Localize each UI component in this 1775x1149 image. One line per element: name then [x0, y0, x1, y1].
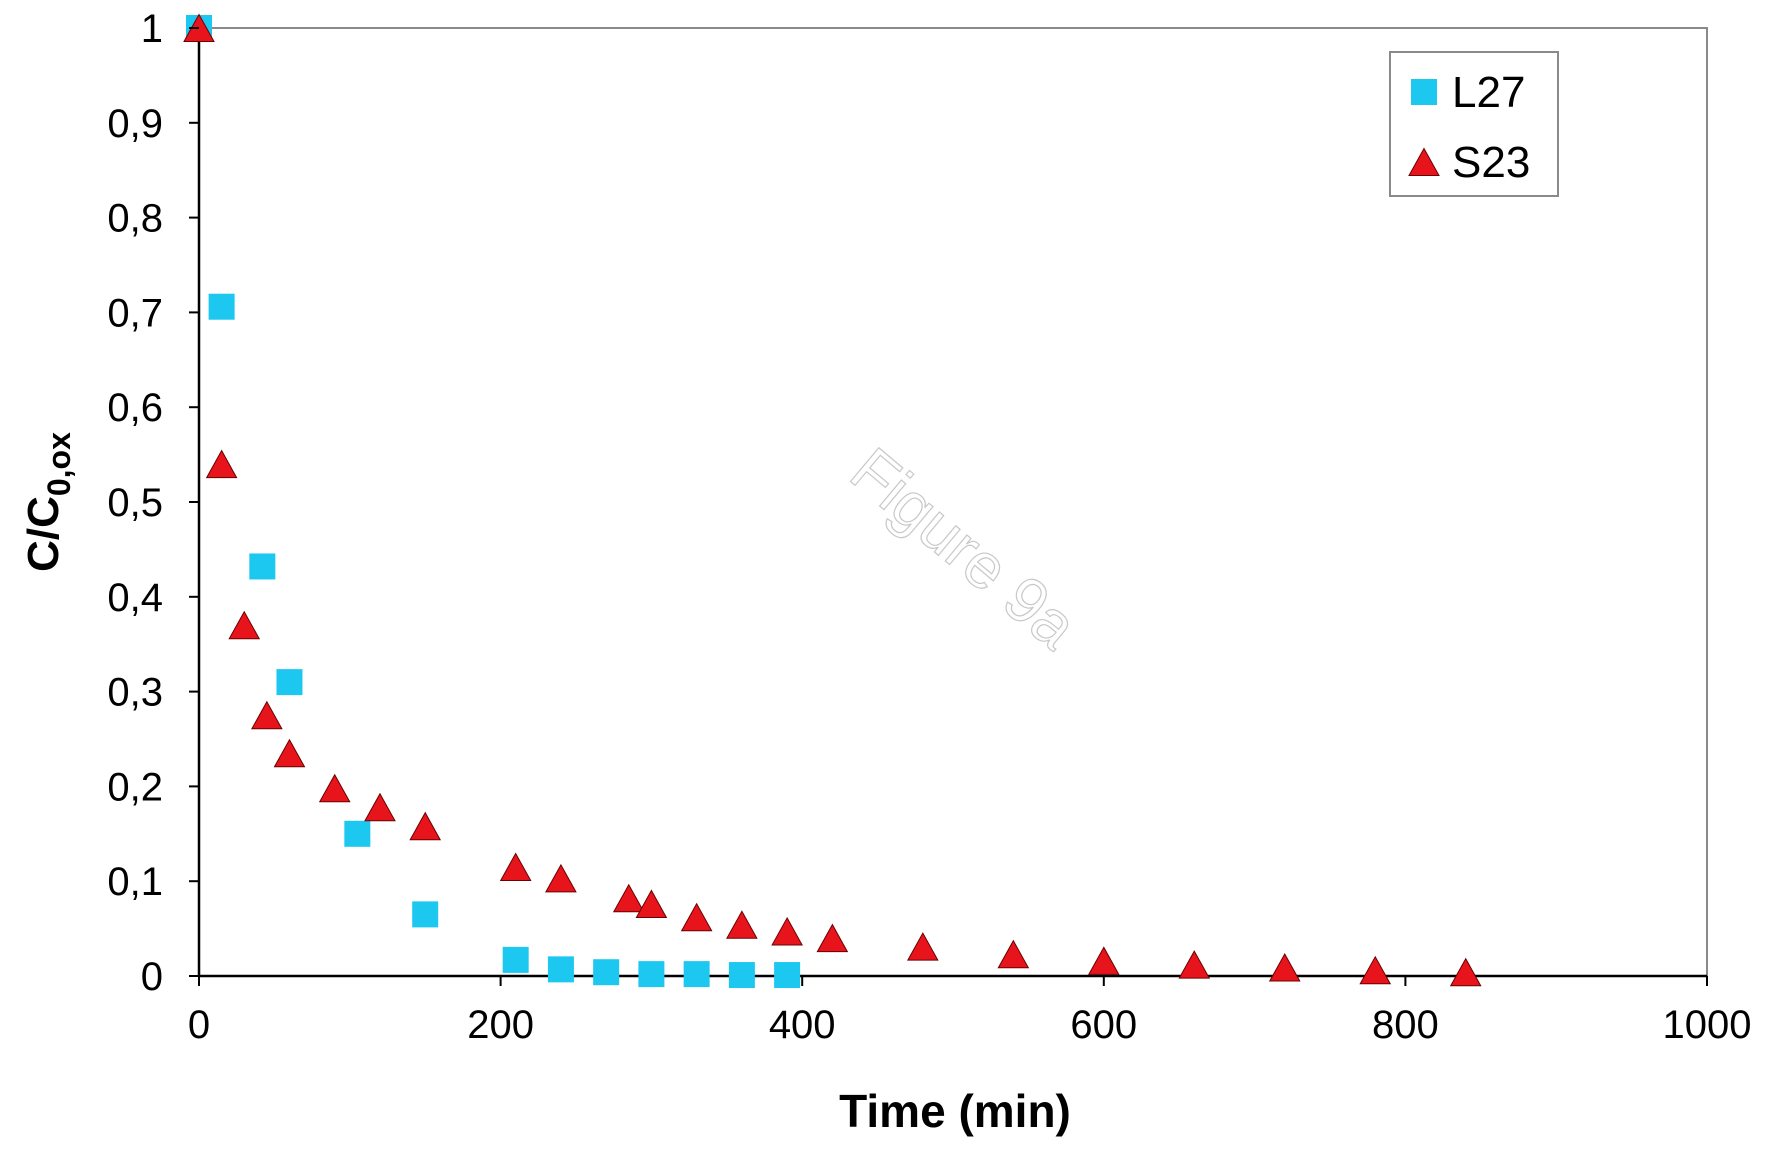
data-point [545, 863, 577, 893]
data-point [1449, 957, 1482, 987]
data-point [1268, 952, 1301, 982]
y-tick-label: 0,5 [107, 481, 163, 525]
data-point [771, 916, 803, 946]
data-point [364, 792, 396, 822]
data-point [997, 939, 1030, 969]
y-tick-label: 1 [141, 7, 163, 51]
data-point [228, 610, 261, 640]
data-point [412, 901, 439, 928]
watermark: Figure 9a [837, 434, 1091, 663]
x-tick-label: 1000 [1663, 1003, 1752, 1047]
data-point [638, 961, 665, 988]
legend-item-l27: L27 [1411, 68, 1525, 117]
data-point [409, 811, 442, 841]
y-tick-label: 0,8 [107, 197, 163, 241]
legend-marker [1408, 147, 1440, 176]
data-point [1087, 946, 1120, 975]
legend-label: S23 [1452, 138, 1530, 187]
data-point [1359, 955, 1392, 985]
x-axis-label: Time (min) [839, 1085, 1071, 1137]
data-point [318, 773, 351, 803]
data-point [344, 820, 371, 847]
legend-item-s23: S23 [1408, 138, 1530, 187]
data-point [612, 883, 645, 913]
data-point [276, 669, 303, 696]
x-tick-label: 800 [1372, 1003, 1439, 1047]
x-tick-label: 200 [467, 1003, 534, 1047]
y-tick-label: 0 [141, 955, 163, 999]
data-point [251, 700, 283, 730]
series-s23 [183, 13, 1482, 987]
data-point [273, 738, 306, 768]
data-point [728, 962, 755, 989]
series-l27 [186, 15, 801, 989]
data-point [680, 902, 713, 932]
data-point [1178, 950, 1211, 979]
legend-marker [1411, 79, 1437, 105]
y-axis-label: C/C0,ox [19, 432, 77, 572]
marks-layer [183, 13, 1482, 989]
x-tick-label: 400 [769, 1003, 836, 1047]
y-axis-label-main: C/C [19, 496, 68, 572]
data-point [816, 923, 849, 953]
y-tick-label: 0,3 [107, 671, 163, 715]
data-point [249, 553, 276, 580]
y-tick-label: 0,6 [107, 386, 163, 430]
legend-label: L27 [1452, 68, 1525, 117]
data-point [774, 962, 801, 989]
y-axis-label-subscript: 0,ox [41, 432, 77, 496]
data-point [726, 910, 758, 939]
data-point [906, 932, 939, 961]
y-tick-label: 0,4 [107, 576, 163, 620]
data-point [547, 956, 574, 983]
data-point [208, 293, 235, 320]
y-tick-label: 0,9 [107, 102, 163, 146]
ticks-layer: 0 200 400 600 800 1000 0 0,1 0,2 0,3 0,4 0,5 0,6 0,7 0… [107, 7, 1751, 1047]
y-tick-label: 0,1 [107, 860, 163, 904]
data-point [683, 961, 710, 988]
data-point [499, 852, 532, 881]
data-point [502, 946, 529, 973]
x-tick-label: 0 [188, 1003, 210, 1047]
y-tick-label: 0,7 [107, 291, 163, 335]
y-tick-label: 0,2 [107, 765, 163, 809]
data-point [635, 889, 668, 918]
data-point [593, 959, 620, 986]
data-point [205, 449, 238, 479]
x-tick-label: 600 [1070, 1003, 1137, 1047]
